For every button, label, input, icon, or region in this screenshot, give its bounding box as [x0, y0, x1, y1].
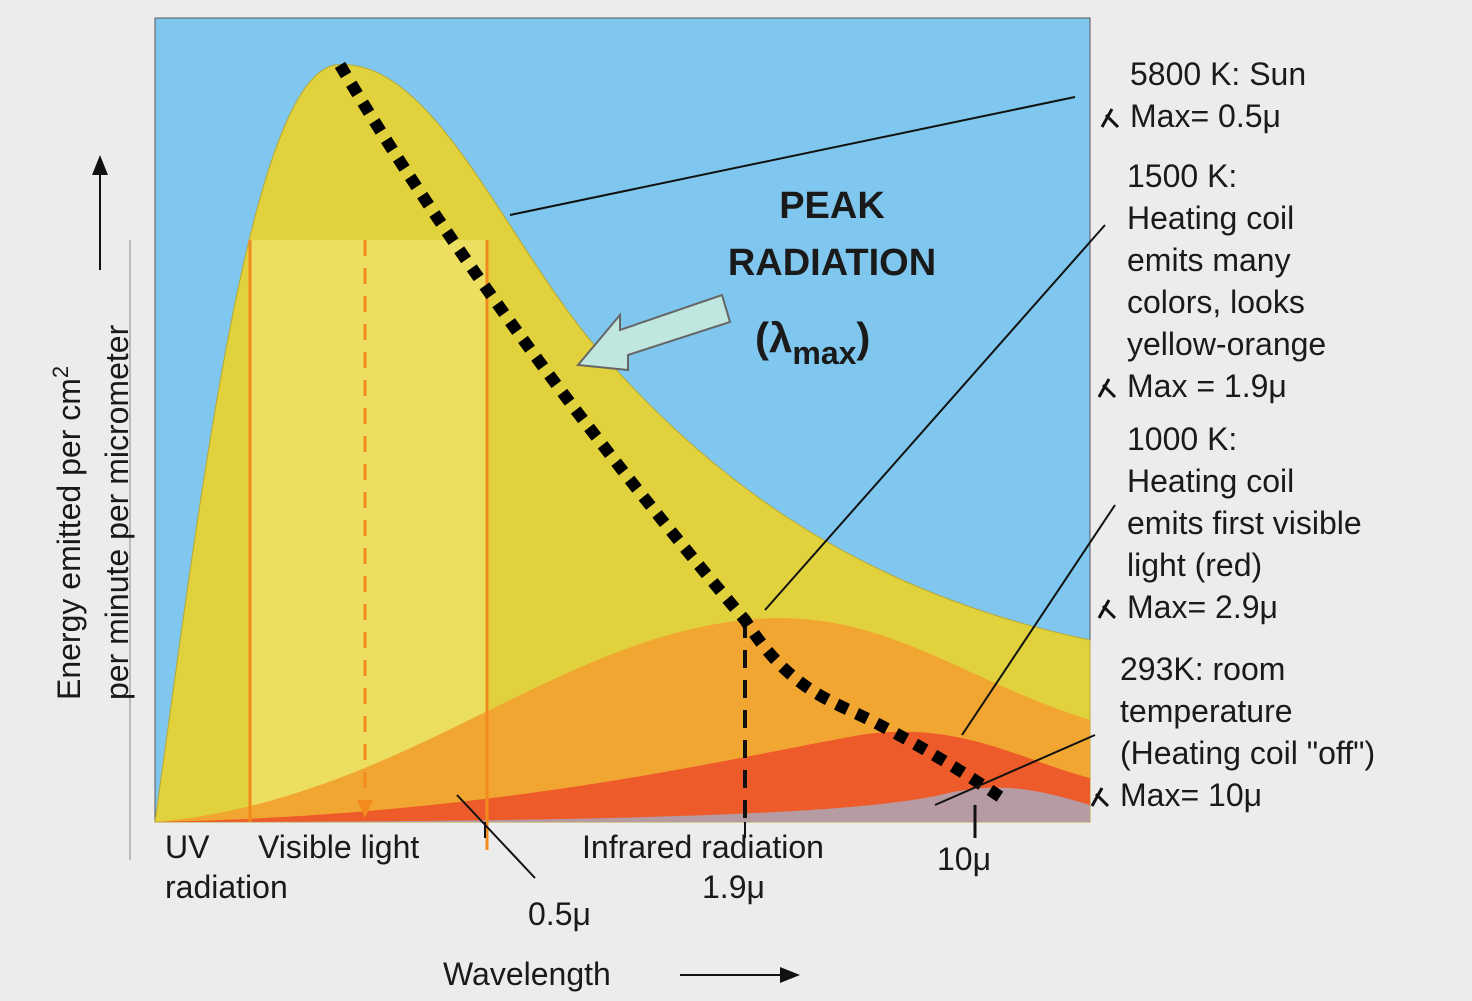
- region-label: Visible light: [258, 829, 419, 865]
- legend-line: emits first visible: [1127, 505, 1362, 541]
- curve-293k: [155, 787, 1090, 822]
- x-label: Wavelength: [443, 956, 611, 992]
- legend-lambda: Max = 1.9μ: [1127, 368, 1287, 404]
- legend-lambda: Max= 0.5μ: [1130, 98, 1281, 134]
- arrow-head: [357, 800, 373, 818]
- legend-line: temperature: [1120, 693, 1293, 729]
- lambda-symbol: [1100, 108, 1120, 129]
- legend-lambda: Max= 2.9μ: [1127, 589, 1278, 625]
- tick-label: 1.9μ: [702, 869, 765, 905]
- tick-label: 10μ: [937, 841, 991, 877]
- legend-line: colors, looks: [1127, 284, 1305, 320]
- legend-line: emits many: [1127, 242, 1291, 278]
- y-label: per minute per micrometer: [99, 324, 135, 700]
- region-label: UV: [165, 829, 210, 865]
- lambda-symbol: [1097, 378, 1117, 399]
- legend-lambda: Max= 10μ: [1120, 777, 1262, 813]
- peak-trend: [334, 61, 1009, 805]
- legend-line: 1500 K:: [1127, 158, 1237, 194]
- legend-line: 5800 K: Sun: [1130, 56, 1306, 92]
- legend-line: 293K: room: [1120, 651, 1285, 687]
- peak-label: (λmax): [755, 314, 870, 371]
- visible-band: [250, 240, 487, 822]
- leader-lines: [99, 96, 1116, 976]
- legend-line: Heating coil: [1127, 200, 1294, 236]
- region-label: Infrared radiation: [582, 829, 824, 865]
- tick-label: 0.5μ: [528, 896, 591, 932]
- region-label: radiation: [165, 869, 288, 905]
- legend-line: 1000 K:: [1127, 421, 1237, 457]
- lambda-symbol: [1090, 787, 1110, 808]
- lambda-symbol: [1097, 599, 1117, 620]
- curve-1000k: [155, 731, 1090, 822]
- peak-label: RADIATION: [728, 242, 936, 284]
- y-label: Energy emitted per cm2: [48, 366, 87, 700]
- peak-label: PEAK: [779, 185, 885, 227]
- legend-line: yellow-orange: [1127, 326, 1326, 362]
- legend-line: (Heating coil "off"): [1120, 735, 1375, 771]
- legend-line: light (red): [1127, 547, 1262, 583]
- legend-line: Heating coil: [1127, 463, 1294, 499]
- pointer-arrow: [576, 293, 732, 372]
- legend: 5800 K: Sun Max= 0.5μ 1500 K: Heating coil e…: [1090, 56, 1375, 813]
